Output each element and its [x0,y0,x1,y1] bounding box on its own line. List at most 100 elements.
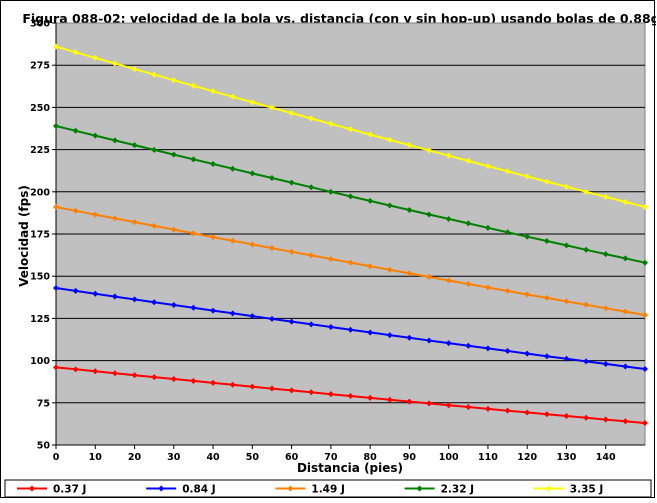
data-point-0-84-j [170,301,177,308]
data-point-2-32-j [249,170,256,177]
data-point-0-84-j [111,293,118,300]
data-point-1-49-j [445,277,452,284]
data-point-0-84-j [347,326,354,333]
y-axis-label: Velocidad (fps) [17,185,31,287]
data-point-1-49-j [622,308,629,315]
legend-label: 3.35 J [570,484,603,496]
legend-label: 0.84 J [182,484,215,496]
data-point-0-84-j [642,366,648,373]
data-point-0-84-j [249,313,256,320]
data-point-2-32-j [642,259,648,266]
data-point-0-84-j [465,342,472,349]
data-point-0-84-j [131,296,138,303]
data-point-2-32-j [504,229,511,236]
data-point-0-37-j [602,416,609,423]
data-point-0-84-j [92,290,99,297]
x-tick-label: 110 [478,452,498,463]
data-point-1-49-j [563,298,570,305]
data-point-1-49-j [53,203,59,210]
data-point-0-37-j [327,391,334,398]
data-point-0-84-j [484,345,491,352]
data-point-1-49-j [583,301,590,308]
data-point-0-37-j [288,387,295,394]
data-point-2-32-j [288,179,295,186]
data-point-3-35-j [268,104,275,111]
data-point-3-35-j [406,142,413,149]
data-point-1-49-j [367,263,374,270]
data-point-0-84-j [445,340,452,347]
data-point-1-49-j [406,270,413,277]
data-point-0-37-j [583,414,590,421]
data-point-3-35-j [210,88,217,95]
data-point-3-35-j [288,110,295,117]
data-point-1-49-j [92,211,99,218]
data-point-3-35-j [190,82,197,89]
legend-swatch-marker [545,485,552,492]
data-point-1-49-j [642,312,648,319]
data-point-1-49-j [111,215,118,222]
data-point-2-32-j [111,137,118,144]
data-point-0-37-j [249,383,256,390]
data-point-3-35-j [367,131,374,138]
legend-swatch-marker [29,485,35,492]
data-point-0-37-j [426,400,433,407]
data-point-0-37-j [151,374,158,381]
data-point-2-32-j [622,255,629,262]
data-point-2-32-j [426,211,433,218]
data-point-0-37-j [268,385,275,392]
legend-swatch-marker [158,485,165,492]
data-point-2-32-j [131,142,138,149]
data-point-0-84-j [386,332,393,339]
y-tick-label: 200 [30,187,50,198]
data-point-1-49-j [229,237,236,244]
data-point-2-32-j [563,242,570,249]
data-point-0-84-j [504,348,511,355]
data-point-0-37-j [543,411,550,418]
data-point-1-49-j [210,234,217,241]
y-tick-label: 250 [30,103,50,114]
data-point-1-49-j [602,305,609,312]
data-point-1-49-j [465,280,472,287]
data-point-0-37-j [210,379,217,386]
data-point-1-49-j [484,284,491,291]
data-point-2-32-j [602,251,609,258]
x-tick-label: 80 [364,452,378,463]
y-tick-label: 300 [30,19,50,30]
data-point-3-35-j [53,43,59,50]
data-point-0-37-j [308,389,315,396]
data-point-1-49-j [504,287,511,294]
data-point-3-35-j [524,173,531,180]
data-point-2-32-j [347,193,354,200]
x-tick-label: 100 [439,452,459,463]
data-point-1-49-j [288,248,295,255]
data-point-0-37-j [386,396,393,403]
y-tick-label: 75 [37,398,50,409]
data-point-1-49-j [347,259,354,266]
data-point-0-37-j [229,381,236,388]
data-point-2-32-j [583,246,590,253]
data-point-1-49-j [131,219,138,226]
data-point-3-35-j [504,168,511,175]
x-tick-label: 90 [403,452,417,463]
data-point-0-37-j [622,418,629,425]
x-tick-label: 60 [285,452,299,463]
data-point-0-37-j [131,372,138,379]
data-point-3-35-j [484,163,491,170]
data-point-0-84-j [72,287,79,294]
data-point-3-35-j [563,183,570,190]
data-point-3-35-j [445,152,452,159]
x-tick-label: 120 [517,452,537,463]
data-point-1-49-j [524,291,531,298]
data-point-0-37-j [563,413,570,420]
data-point-0-37-j [190,377,197,384]
data-point-2-32-j [484,224,491,231]
data-point-2-32-j [229,165,236,172]
y-tick-label: 275 [30,61,50,72]
data-point-3-35-j [602,193,609,200]
data-point-0-37-j [524,409,531,416]
data-point-2-32-j [524,233,531,240]
data-point-3-35-j [426,147,433,154]
data-point-0-84-j [602,360,609,367]
data-point-3-35-j [543,178,550,185]
